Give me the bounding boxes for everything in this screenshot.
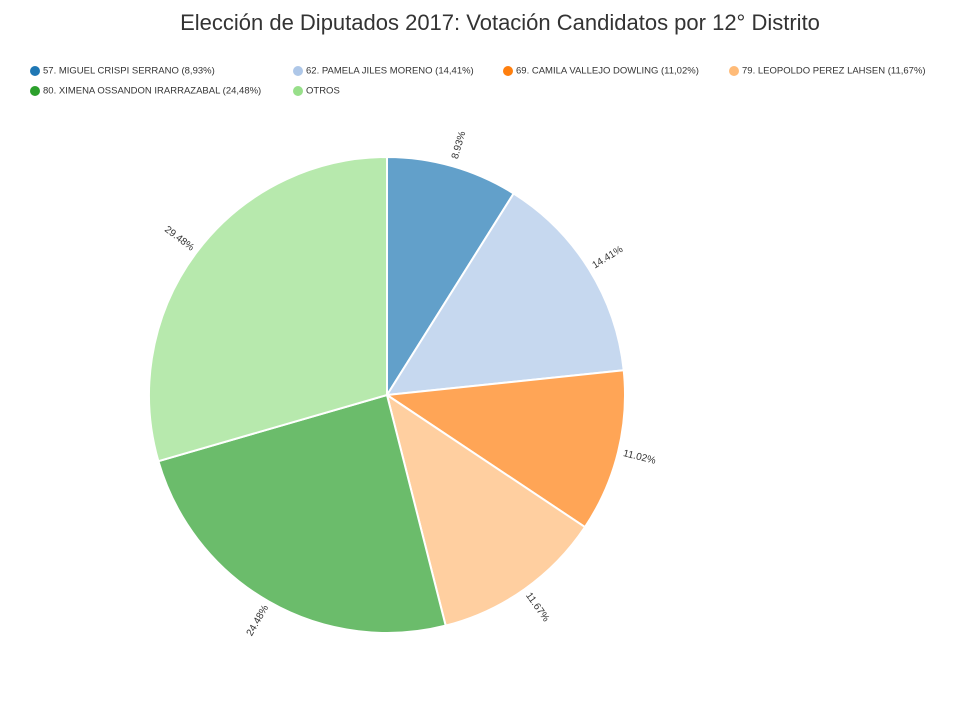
legend-label: 79. LEOPOLDO PEREZ LAHSEN (11,67%) bbox=[742, 66, 926, 77]
legend-marker bbox=[30, 86, 40, 96]
legend-label: 69. CAMILA VALLEJO DOWLING (11,02%) bbox=[516, 66, 699, 77]
pie-slice bbox=[157, 394, 447, 634]
legend-marker bbox=[729, 66, 739, 76]
legend-label: 80. XIMENA OSSANDON IRARRAZABAL (24,48%) bbox=[43, 86, 261, 97]
pie-slice bbox=[386, 156, 515, 396]
slice-label: 8.93% bbox=[450, 130, 468, 160]
slice-label: 24.48% bbox=[245, 603, 271, 638]
legend-label: 62. PAMELA JILES MORENO (14,41%) bbox=[306, 66, 474, 77]
legend-label: OTROS bbox=[306, 86, 340, 97]
legend-label: 57. MIGUEL CRISPI SERRANO (8,93%) bbox=[43, 66, 215, 77]
legend-marker bbox=[293, 66, 303, 76]
chart-title: Elección de Diputados 2017: Votación Can… bbox=[180, 10, 820, 35]
pie-slice bbox=[386, 369, 626, 529]
pie-slice bbox=[148, 156, 388, 463]
slice-label: 11.02% bbox=[622, 448, 657, 467]
pie-slice bbox=[386, 192, 625, 396]
slice-label: 29.48% bbox=[162, 224, 196, 253]
slice-label: 14.41% bbox=[590, 244, 625, 271]
slice-label: 11.67% bbox=[523, 591, 551, 625]
legend-marker bbox=[503, 66, 513, 76]
legend-marker bbox=[30, 66, 40, 76]
legend-marker bbox=[293, 86, 303, 96]
pie-slice bbox=[386, 394, 586, 627]
